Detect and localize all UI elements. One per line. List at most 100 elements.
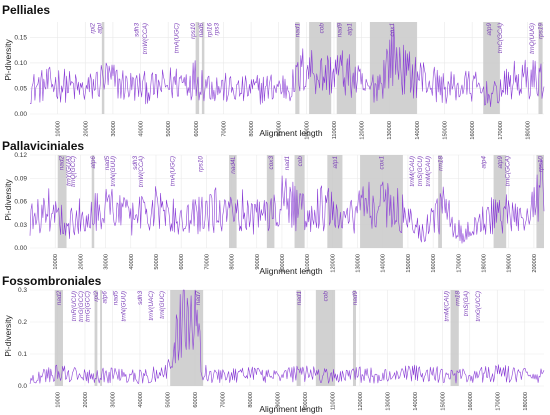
x-tick-label: 20000 [83,392,89,408]
x-tick-label: 10000 [53,254,59,270]
gene-label: rrn18 [437,156,444,171]
gene-label: nad9 [337,23,344,38]
panel-title: Pallaviciniales [2,139,84,153]
gene-region-band [91,155,95,248]
gene-label: rrn18 [455,291,462,306]
x-tick-label: 50000 [165,392,171,408]
x-tick-label: 30000 [104,254,110,270]
x-tick-label: 180000 [523,392,529,411]
gene-label: nad1 [295,23,302,38]
x-tick-label: 40000 [138,392,144,408]
gene-label: atp4 [481,156,488,169]
panel-title: Fossombroniales [2,274,102,288]
x-tick-label: 150000 [406,254,412,273]
gene-label: nad1 [284,156,291,171]
y-tick-label: 0.00 [14,245,27,252]
x-tick-label: 110000 [332,121,338,139]
gene-label: rps10 [197,156,204,172]
gene-label: rps3 [214,23,221,36]
gene-region-band [54,290,63,386]
y-tick-label: 0.06 [14,199,27,206]
gene-label: trnA(UGC) [174,23,181,53]
gene-label: sdh3 [134,23,141,37]
x-tick-label: 150000 [443,121,449,140]
gene-label: nad2 [56,291,63,306]
x-tick-label: 80000 [249,121,255,137]
pi-diversity-series [29,158,545,244]
gene-region-band [327,155,343,248]
x-tick-label: 130000 [356,254,362,273]
x-tick-label: 70000 [221,121,227,137]
x-tick-label: 140000 [415,121,421,140]
gene-label: trnC(GCA) [505,156,512,186]
y-tick-label: 0.05 [14,85,27,92]
gene-label: atp6 [90,156,97,169]
x-tick-label: 100000 [280,254,286,273]
y-tick-label: 0.09 [14,175,27,182]
x-tick-label: 80000 [248,392,254,408]
x-tick-label: 100000 [304,121,310,140]
gene-label: cox3 [268,156,275,170]
x-tick-label: 50000 [154,254,160,270]
x-tick-label: 20000 [83,121,89,137]
x-tick-label: 20000 [78,254,84,270]
y-tick-label: 0.2 [18,319,27,326]
gene-label: trnG(GCC) [84,291,91,322]
y-tick-label: 0.12 [14,152,27,159]
x-tick-label: 160000 [470,121,476,140]
gene-label: cox1 [389,23,396,37]
gene-label: rps10 [537,156,544,172]
x-tick-label: 190000 [507,254,513,273]
gene-label: atp1 [346,23,353,36]
x-tick-label: 60000 [179,254,185,270]
x-tick-label: 100000 [303,392,309,411]
x-tick-label: 50000 [166,121,172,137]
x-tick-label: 110000 [330,392,336,410]
gene-label: rps19 [538,23,545,39]
gene-region-band [57,155,67,248]
x-tick-label: 200000 [532,254,538,273]
x-tick-label: 110000 [305,254,311,272]
panel-pelliales: Pelliales Pi-diversity Alignment length … [2,3,545,140]
gene-label: nad4L [230,156,237,174]
y-tick-label: 0.15 [14,34,27,41]
y-tick-label: 0.3 [18,287,27,294]
x-tick-label: 140000 [413,392,419,411]
x-tick-label: 180000 [482,254,488,273]
gene-region-band [94,290,98,386]
gene-label: trnN(GUU) [121,291,128,322]
y-axis-label: Pi-diversity [3,178,13,220]
x-tick-label: 10000 [56,121,62,137]
gene-label: nad5 [104,156,111,171]
x-tick-label: 160000 [468,392,474,411]
x-tick-label: 60000 [193,392,199,408]
gene-region-band [315,290,336,386]
gene-label: nad7 [195,291,202,306]
y-axis-label: Pi-diversity [3,314,13,356]
x-tick-label: 150000 [440,392,446,411]
gene-label: trnV(UAC) [148,291,155,320]
gene-label: rps10 [190,23,197,39]
gene-label: trnI(GUC) [159,291,166,319]
gene-region-band [101,22,105,114]
x-axis-label: Alignment length [259,128,323,138]
x-tick-label: 60000 [194,121,200,137]
panel-title: Pelliales [2,3,50,17]
gene-label: trnC(GCA) [497,23,504,53]
gene-label: trnN(GUU) [110,156,117,187]
x-tick-label: 40000 [129,254,135,270]
gene-region-band [201,22,205,114]
y-axis-label: Pi-diversity [3,38,13,80]
gene-label: nad2 [59,156,66,171]
y-tick-label: 0.03 [14,222,27,229]
gene-label: trnQ(UUG) [529,23,536,54]
gene-label: cob [319,23,326,34]
gene-region-band [229,155,237,248]
gene-label: trnW(CCA) [142,23,149,54]
x-axis-label: Alignment length [259,266,323,276]
x-tick-label: 70000 [220,392,226,408]
x-axis-label: Alignment length [259,404,323,414]
pi-diversity-series [29,289,545,385]
x-tick-label: 140000 [381,254,387,273]
